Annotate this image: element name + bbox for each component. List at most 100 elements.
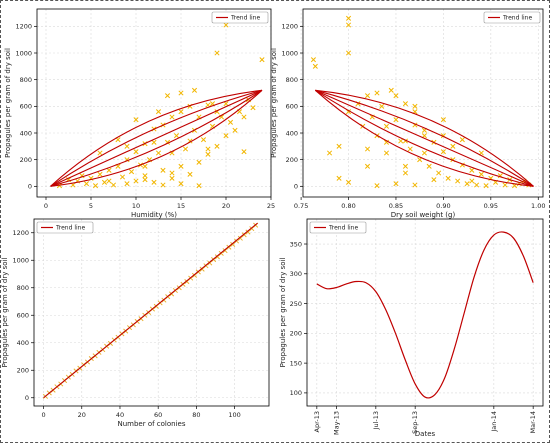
- scatter-point: [200, 137, 207, 143]
- scatter-series: [56, 15, 265, 189]
- scatter-point: [345, 50, 352, 56]
- scatter-point: [383, 139, 390, 145]
- x-tick-label: 60: [154, 411, 162, 419]
- y-tick-label: 1200: [281, 23, 298, 31]
- legend-box: [211, 11, 269, 24]
- trend-line: [315, 89, 534, 187]
- y-tick-label: 0: [294, 183, 298, 191]
- scatter-point: [223, 22, 229, 28]
- scatter-point: [345, 22, 352, 28]
- scatter-point: [205, 151, 211, 157]
- scatter-point: [182, 146, 189, 152]
- legend-box: [483, 11, 541, 24]
- scatter-point: [83, 181, 90, 187]
- x-tick-label: 0.95: [484, 202, 498, 210]
- scatter-point: [178, 90, 184, 96]
- x-tick-label: 80: [192, 411, 200, 419]
- x-axis-label: Dry soil weight (g): [391, 211, 456, 219]
- trend-line: [43, 222, 258, 399]
- trend-line: [315, 89, 534, 187]
- y-axis-label: Propagules per gram of dry soil: [279, 258, 287, 368]
- chart-panel-2: 0.75 0.80 0.85 0.90 0.95 1.00 0 200 400 600 800 100…: [270, 8, 545, 219]
- scatter-point: [164, 93, 171, 99]
- scatter-point: [379, 103, 385, 109]
- grid: [34, 219, 269, 406]
- x-tick-label: 0.75: [294, 202, 308, 210]
- y-tick-label: 150: [290, 359, 302, 367]
- scatter-point: [223, 133, 229, 139]
- scatter-point: [169, 114, 175, 120]
- scatter-point: [336, 175, 342, 181]
- scatter-point: [173, 133, 180, 139]
- plot-frame: [36, 8, 272, 198]
- y-tick-label: 100: [290, 389, 302, 397]
- scatter-point: [110, 182, 117, 188]
- trend-lines: [43, 222, 258, 399]
- x-tick-label: 20: [222, 202, 230, 210]
- scatter-point: [160, 182, 166, 188]
- x-axis-label: Humidity (%): [131, 211, 177, 219]
- scatter-point: [196, 183, 202, 189]
- scatter-point: [374, 183, 380, 189]
- scatter-point: [119, 174, 126, 180]
- plot-frame: [302, 8, 544, 198]
- scatter-point: [412, 103, 418, 109]
- y-tick-label: 600: [17, 312, 29, 320]
- scatter-point: [426, 163, 432, 169]
- scatter-point: [469, 178, 475, 184]
- scatter-point: [374, 90, 380, 96]
- x-tick-label: 0.85: [389, 202, 403, 210]
- x-tick-label: 15: [177, 202, 185, 210]
- scatter-point: [478, 171, 484, 177]
- trend-line: [50, 89, 263, 187]
- scatter-point: [327, 150, 333, 156]
- x-tick-label: 1.00: [531, 202, 545, 210]
- y-axis-label: Propagules per gram of dry soil: [1, 258, 9, 368]
- scatter-point: [250, 105, 256, 111]
- y-tick-label: 1200: [12, 229, 29, 237]
- scatter-point: [412, 182, 418, 188]
- trend-line: [316, 231, 534, 399]
- scatter-point: [455, 178, 461, 184]
- scatter-point: [241, 114, 247, 120]
- scatter-point: [431, 177, 437, 183]
- y-tick-label: 200: [286, 156, 298, 164]
- scatter-point: [259, 57, 265, 63]
- scatter-point: [106, 167, 112, 173]
- scatter-point: [345, 179, 352, 185]
- grid: [307, 219, 543, 406]
- scatter-point: [142, 177, 148, 183]
- trend-line: [50, 89, 263, 187]
- scatter-point: [169, 175, 175, 181]
- plot-frame: [306, 218, 544, 407]
- legend: Trend line: [36, 221, 94, 234]
- scatter-point: [178, 163, 184, 169]
- scatter-point: [364, 146, 371, 152]
- scatter-point: [232, 127, 238, 133]
- x-tick-label: 0: [41, 411, 45, 419]
- scatter-point: [97, 171, 103, 177]
- scatter-point: [336, 143, 342, 149]
- y-tick-label: 1000: [281, 49, 298, 57]
- scatter-point: [436, 170, 442, 176]
- chart-panel-4: Apr-13 May-13 Jul-13 Sep-13 Jan-14 Mar-14 100 1…: [279, 218, 544, 438]
- scatter-point: [169, 150, 175, 156]
- y-tick-label: 600: [20, 103, 32, 111]
- y-axis-label: Propagules per gram of dry soil: [4, 48, 12, 158]
- scatter-point: [227, 119, 234, 125]
- scatter-point: [312, 63, 318, 69]
- chart-panel-3: 0 20 40 60 80 100020040060080010001200Number …: [1, 218, 270, 428]
- scatter-point: [445, 175, 451, 181]
- scatter-point: [133, 149, 139, 155]
- scatter-point: [124, 181, 130, 187]
- x-tick-label: 100: [228, 411, 240, 419]
- x-tick-label: Jan-14: [490, 411, 498, 433]
- grid: [300, 9, 543, 197]
- scatter-point: [502, 182, 508, 188]
- trend-line: [50, 89, 263, 187]
- scatter-point: [151, 179, 157, 185]
- scatter-point: [124, 143, 130, 149]
- y-tick-label: 0: [28, 183, 32, 191]
- x-tick-label: 25: [267, 202, 275, 210]
- y-tick-label: 400: [20, 129, 32, 137]
